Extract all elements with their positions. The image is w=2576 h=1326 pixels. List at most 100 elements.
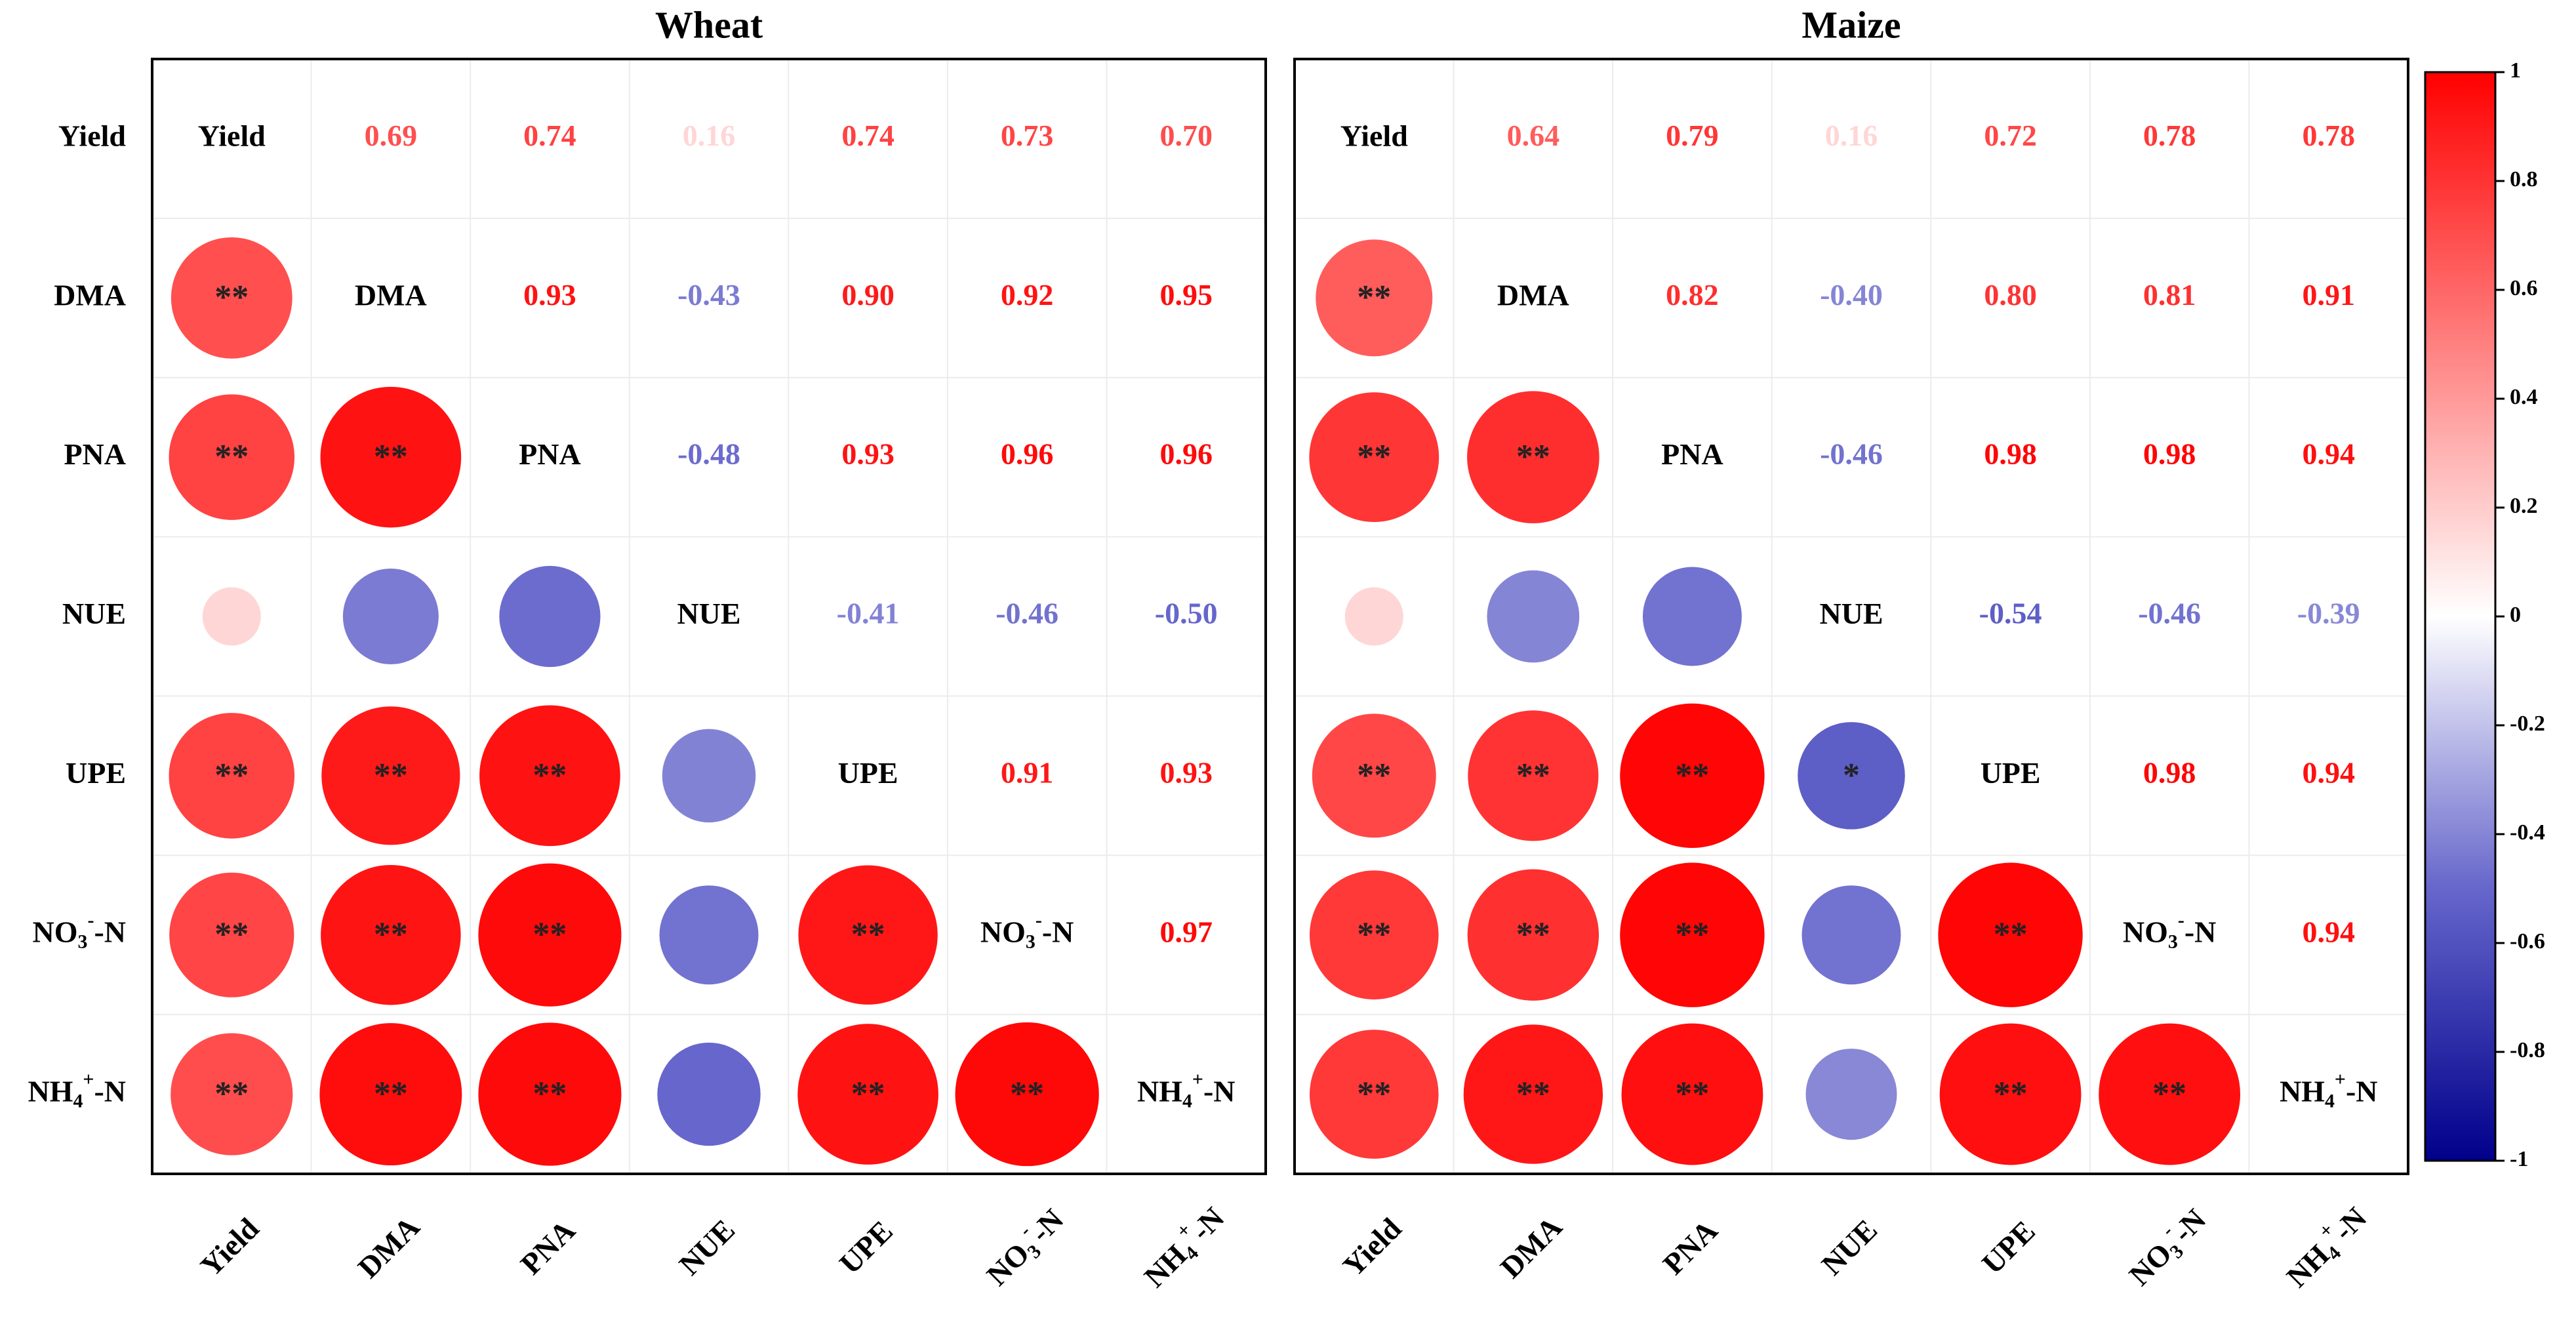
- colorbar-tick-label: 0: [2510, 603, 2521, 627]
- correlation-circle: [478, 1022, 622, 1166]
- diagonal-label: DMA: [355, 278, 427, 311]
- x-tick-label: DMA: [1493, 1210, 1568, 1285]
- value-label: -0.54: [1979, 597, 2042, 630]
- value-label: 0.92: [1001, 278, 1054, 311]
- value-label: 0.78: [2143, 119, 2196, 152]
- significance-mark: **: [374, 1075, 408, 1113]
- correlation-circle: [321, 864, 461, 1005]
- value-label: 0.93: [841, 437, 895, 471]
- value-label: 0.94: [2302, 915, 2355, 948]
- correlation-circle: [1468, 710, 1599, 841]
- correlation-circle: [1312, 713, 1436, 838]
- value-label: 0.98: [2143, 755, 2196, 789]
- significance-mark: **: [533, 757, 567, 794]
- significance-mark: **: [214, 1075, 249, 1113]
- x-tick-label: UPE: [1975, 1214, 2042, 1280]
- correlation-circle: [171, 237, 292, 359]
- diagonal-label: NH4+-N: [1137, 1068, 1236, 1112]
- colorbar-tick-label: 0.2: [2510, 494, 2538, 518]
- diagonal-label: PNA: [1661, 437, 1723, 471]
- correlation-circle: [1642, 567, 1742, 666]
- value-label: 0.91: [1001, 755, 1054, 789]
- correlation-circle: [499, 565, 601, 668]
- y-tick-label: PNA: [64, 437, 126, 471]
- correlation-circle: [321, 706, 460, 845]
- significance-mark: **: [214, 757, 249, 794]
- x-tick-label: Yield: [193, 1211, 265, 1283]
- significance-mark: **: [533, 1075, 567, 1113]
- significance-mark: **: [214, 279, 249, 316]
- colorbar-gradient: [2424, 71, 2497, 1162]
- diagonal-label: DMA: [1497, 278, 1569, 311]
- correlation-circle: [1620, 703, 1765, 849]
- diagonal-label: UPE: [1981, 755, 2041, 789]
- correlation-circle: [2099, 1023, 2241, 1165]
- value-label: 0.97: [1159, 915, 1213, 948]
- correlation-circle: [659, 885, 759, 985]
- significance-mark: **: [2152, 1075, 2186, 1113]
- value-label: 0.82: [1666, 278, 1719, 311]
- panel-title: Maize: [1801, 3, 1901, 46]
- significance-mark: **: [1516, 438, 1550, 475]
- x-tick-label: NH4+-N: [1133, 1196, 1233, 1296]
- correlation-circle: [169, 394, 295, 520]
- y-tick-label: NUE: [62, 597, 126, 630]
- diagonal-label: NUE: [677, 597, 740, 630]
- diagonal-label: Yield: [198, 119, 266, 152]
- significance-mark: **: [851, 916, 885, 954]
- correlation-circle: [1467, 869, 1600, 1001]
- value-label: 0.73: [1001, 119, 1054, 152]
- value-label: 0.78: [2302, 119, 2355, 152]
- significance-mark: **: [1010, 1075, 1044, 1113]
- correlation-circle: [319, 1023, 462, 1166]
- correlation-circle: [1805, 1049, 1897, 1140]
- panel-wheat: Wheat Yield 0.69 0.74 0.16 0.74 0.73 0.70 ** DMA 0…: [151, 3, 1267, 1296]
- value-label: -0.39: [2297, 597, 2360, 630]
- value-label: 0.64: [1507, 119, 1560, 152]
- correlation-circle: [171, 1033, 293, 1155]
- diagonal-label: NUE: [1819, 597, 1883, 630]
- significance-mark: **: [1357, 916, 1391, 954]
- value-label: -0.46: [996, 597, 1058, 630]
- value-label: -0.40: [1820, 278, 1883, 311]
- diagonal-label: PNA: [519, 437, 581, 471]
- value-label: 0.16: [683, 119, 736, 152]
- value-label: 0.94: [2302, 755, 2355, 789]
- x-tick-label: UPE: [833, 1214, 899, 1280]
- correlation-circle: [479, 705, 620, 847]
- significance-mark: **: [1357, 438, 1391, 475]
- diagonal-label: Yield: [1340, 119, 1408, 152]
- x-tick-label: DMA: [351, 1210, 426, 1285]
- value-label: 0.90: [841, 278, 895, 311]
- significance-mark: **: [214, 916, 249, 954]
- x-tick-label: NO3--N: [2118, 1198, 2215, 1295]
- correlation-circle: [478, 863, 622, 1007]
- correlation-circle: [657, 1042, 761, 1146]
- correlation-circle: [1938, 862, 2083, 1007]
- colorbar-tick-label: 0.4: [2510, 385, 2538, 409]
- significance-mark: **: [1994, 1075, 2028, 1113]
- colorbar-tick-label: -0.2: [2510, 712, 2545, 736]
- significance-mark: **: [1357, 279, 1391, 316]
- significance-mark: **: [1675, 1075, 1709, 1113]
- panel-frame: [151, 58, 1267, 1175]
- diagonal-label: NO3--N: [980, 909, 1074, 952]
- correlation-circle: [1310, 870, 1439, 999]
- value-label: -0.50: [1155, 597, 1218, 630]
- value-label: 0.69: [365, 119, 418, 152]
- colorbar-tick-label: -0.8: [2510, 1038, 2545, 1062]
- value-label: 0.79: [1666, 119, 1719, 152]
- value-label: 0.95: [1159, 278, 1213, 311]
- correlation-circle: [662, 729, 756, 823]
- x-tick-label: NUE: [1815, 1213, 1883, 1281]
- significance-mark: **: [1357, 757, 1391, 794]
- significance-mark: **: [374, 916, 408, 954]
- value-label: 0.98: [1984, 437, 2037, 471]
- colorbar-tick-label: -0.6: [2510, 929, 2545, 954]
- significance-mark: **: [851, 1075, 885, 1113]
- significance-mark: **: [1516, 916, 1550, 954]
- diagonal-label: NH4+-N: [2280, 1068, 2378, 1112]
- colorbar-tick-label: 1: [2510, 58, 2521, 83]
